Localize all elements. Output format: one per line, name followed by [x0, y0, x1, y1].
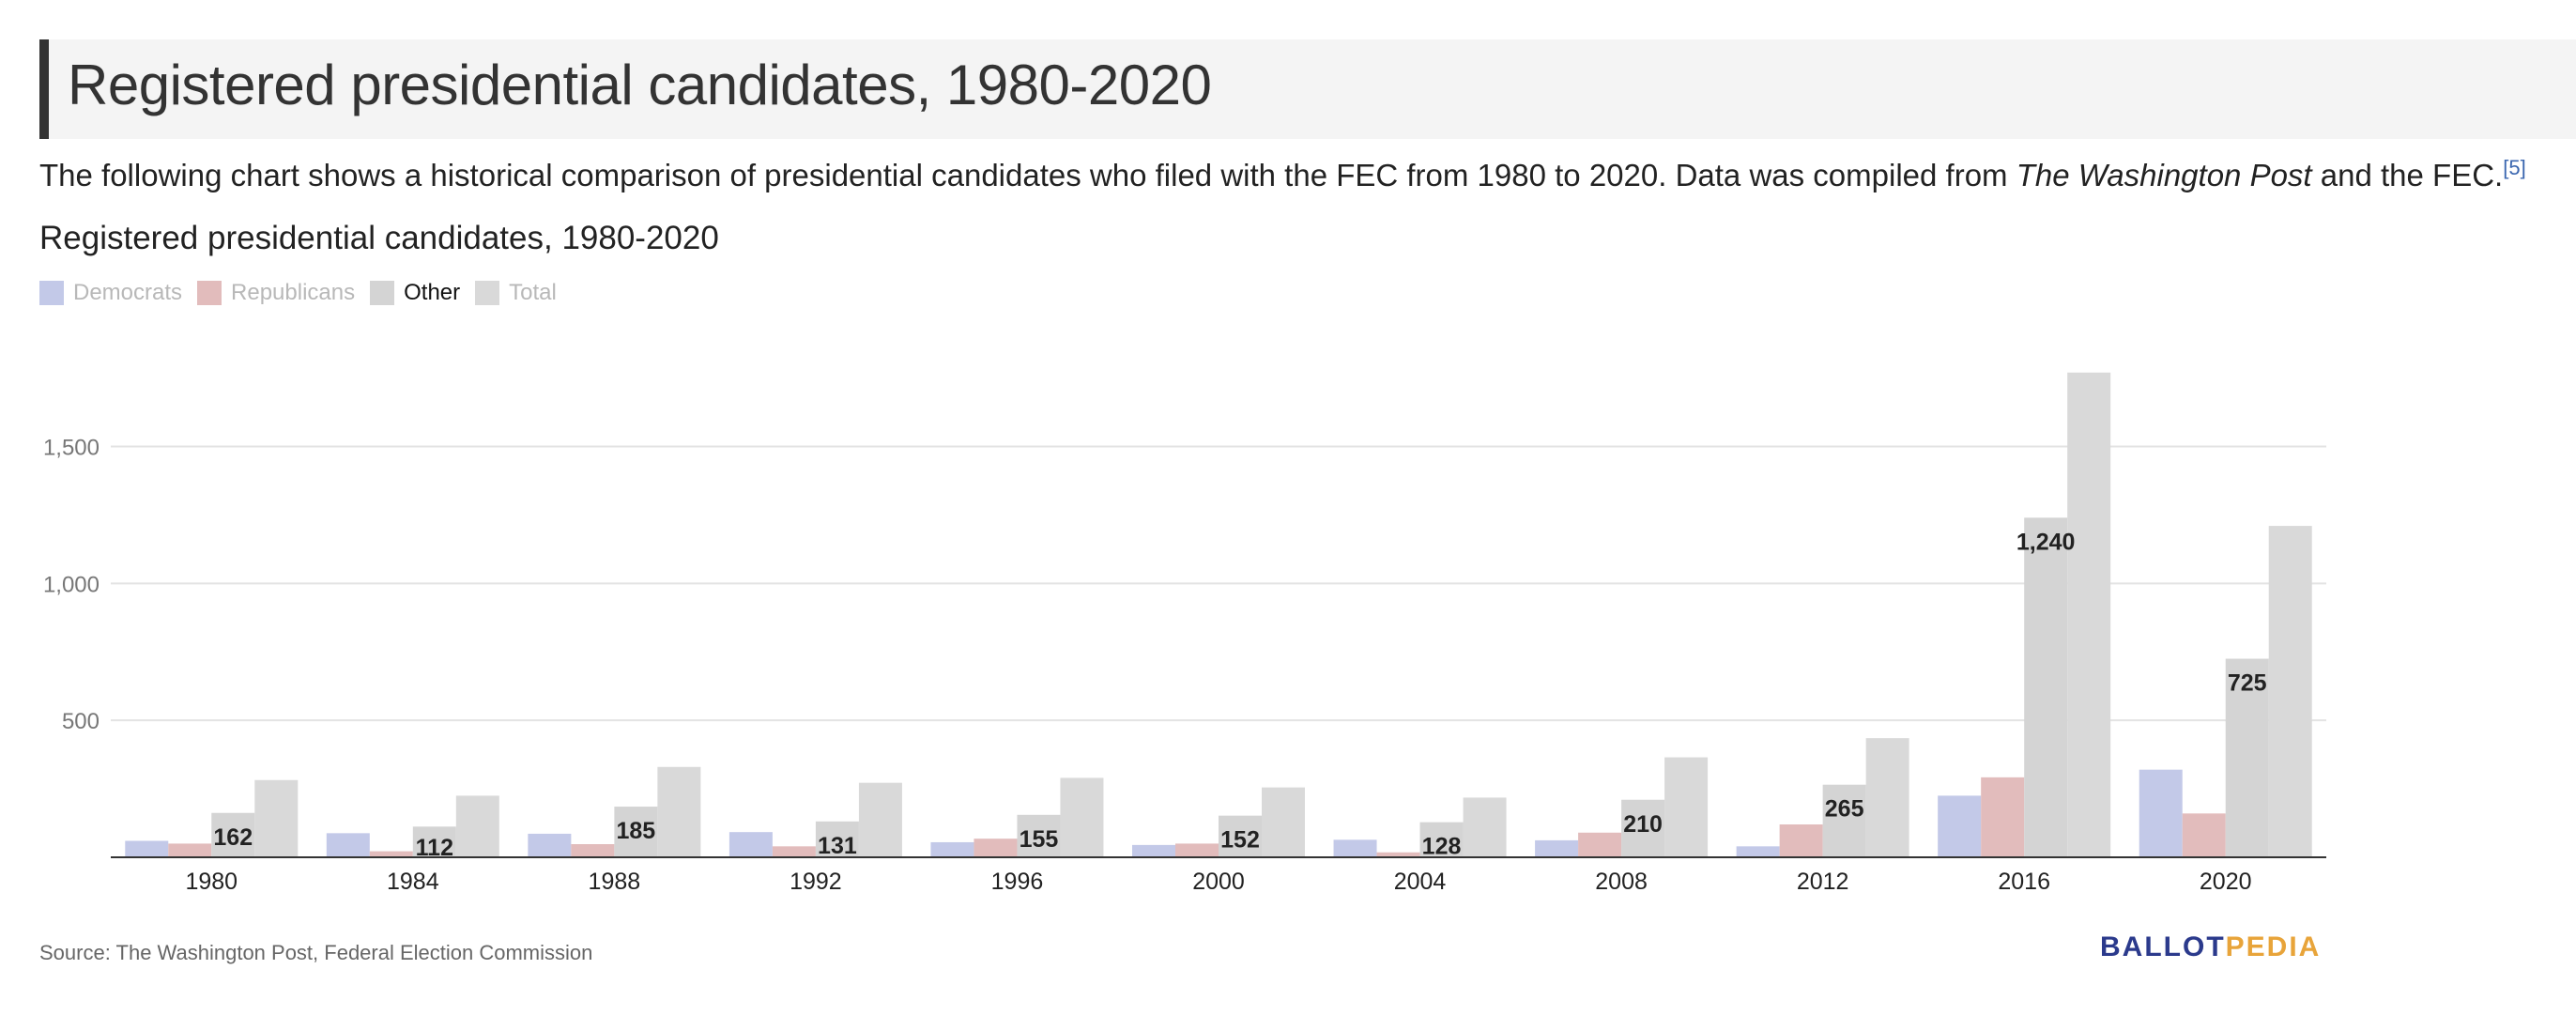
x-tick-label: 2020: [2200, 869, 2252, 895]
legend-item-democrats[interactable]: Democrats: [39, 280, 182, 306]
x-tick-label: 2008: [1595, 869, 1648, 895]
bar-total-2000: [1262, 787, 1305, 857]
bar-democrats-2004: [1333, 839, 1377, 857]
logo-part1: BALLOT: [2100, 931, 2226, 962]
x-tick-label: 1984: [387, 869, 439, 895]
ballotpedia-logo[interactable]: BALLOTPEDIA: [2100, 931, 2321, 963]
bar-total-2012: [1865, 738, 1909, 857]
bar-other-2016: [2024, 517, 2068, 857]
intro-part2: and the FEC.: [2311, 158, 2504, 192]
bar-republicans-1980: [168, 843, 212, 857]
bar-democrats-2000: [1132, 844, 1175, 857]
bar-other-1980: [211, 812, 255, 857]
intro-text: The following chart shows a historical c…: [39, 158, 2526, 193]
legend-label: Total: [509, 280, 557, 305]
bar-republicans-2016: [1981, 777, 2025, 857]
reference-link[interactable]: [5]: [2503, 156, 2526, 179]
bar-democrats-2020: [2139, 769, 2183, 857]
bar-democrats-1996: [930, 841, 974, 857]
chart-legend: Democrats Republicans Other Total: [39, 280, 572, 306]
x-tick-label: 2016: [1998, 869, 2050, 895]
bar-republicans-1984: [369, 851, 413, 857]
x-tick-label: 2012: [1797, 869, 1849, 895]
bar-other-2012: [1822, 784, 1866, 857]
bar-democrats-2012: [1736, 846, 1780, 857]
legend-swatch: [39, 281, 64, 305]
bar-total-1996: [1060, 777, 1104, 857]
legend-swatch: [197, 281, 222, 305]
title-bar: Registered presidential candidates, 1980…: [39, 39, 2576, 139]
data-label: 725: [2228, 670, 2267, 697]
bar-other-2008: [1621, 799, 1665, 857]
chart-title: Registered presidential candidates, 1980…: [39, 220, 719, 256]
bar-total-2020: [2268, 526, 2312, 857]
legend-item-other[interactable]: Other: [370, 280, 460, 306]
bar-total-1984: [455, 795, 499, 857]
data-label: 265: [1825, 796, 1864, 823]
x-tick-label: 1992: [790, 869, 842, 895]
bar-total-1980: [254, 779, 299, 857]
legend-swatch: [475, 281, 500, 305]
bar-democrats-1992: [728, 832, 773, 857]
legend-label: Democrats: [73, 280, 183, 305]
bar-total-2016: [2067, 372, 2111, 857]
data-label: 131: [818, 833, 857, 859]
bar-other-1996: [1017, 814, 1061, 857]
bar-other-1988: [614, 807, 658, 857]
bar-republicans-1992: [772, 846, 816, 857]
legend-swatch: [370, 281, 395, 305]
bar-republicans-2008: [1578, 832, 1622, 857]
bar-republicans-1988: [571, 844, 615, 857]
bar-democrats-1988: [528, 833, 572, 857]
bar-chart: 5001,0001,500162198011219841851988131199…: [43, 372, 2326, 895]
x-tick-label: 2000: [1192, 869, 1245, 895]
x-tick-label: 1996: [991, 869, 1044, 895]
bar-republicans-1996: [974, 839, 1018, 857]
data-label: 162: [213, 824, 253, 851]
y-tick-label: 1,500: [43, 436, 100, 461]
bar-total-1992: [858, 782, 902, 857]
y-tick-label: 500: [62, 709, 100, 734]
bar-other-1992: [815, 821, 859, 857]
bar-other-1984: [412, 826, 456, 857]
bar-democrats-2016: [1938, 795, 1982, 857]
bar-total-2008: [1664, 757, 1709, 857]
bar-republicans-2012: [1779, 824, 1823, 857]
intro-italic: The Washington Post: [2016, 158, 2312, 192]
source-note: Source: The Washington Post, Federal Ele…: [39, 941, 593, 964]
bar-total-2004: [1463, 797, 1507, 857]
legend-label: Other: [404, 280, 461, 305]
bar-republicans-2004: [1376, 852, 1420, 857]
page-title: Registered presidential candidates, 1980…: [68, 54, 1212, 116]
data-label: 1,240: [2016, 529, 2076, 555]
legend-item-republicans[interactable]: Republicans: [197, 280, 355, 306]
data-label: 128: [1422, 834, 1462, 860]
bar-republicans-2020: [2182, 813, 2226, 857]
data-label: 155: [1020, 826, 1059, 853]
data-label: 210: [1623, 811, 1663, 838]
x-tick-label: 1980: [185, 869, 238, 895]
logo-part2: PEDIA: [2225, 931, 2322, 962]
bar-other-2000: [1219, 815, 1262, 857]
bar-democrats-1980: [125, 840, 169, 857]
data-label: 152: [1220, 827, 1260, 854]
data-label: 185: [617, 818, 656, 844]
bar-republicans-2000: [1175, 843, 1219, 857]
x-tick-label: 2004: [1394, 869, 1447, 895]
bar-democrats-1984: [326, 833, 370, 857]
legend-item-total[interactable]: Total: [475, 280, 557, 306]
intro-part1: The following chart shows a historical c…: [39, 158, 2016, 192]
bar-total-1988: [657, 766, 701, 857]
bar-other-2020: [2225, 658, 2269, 857]
bar-other-2004: [1419, 822, 1464, 857]
legend-label: Republicans: [231, 280, 356, 305]
y-tick-label: 1,000: [43, 572, 100, 597]
bar-democrats-2008: [1535, 839, 1579, 857]
x-tick-label: 1988: [589, 869, 641, 895]
